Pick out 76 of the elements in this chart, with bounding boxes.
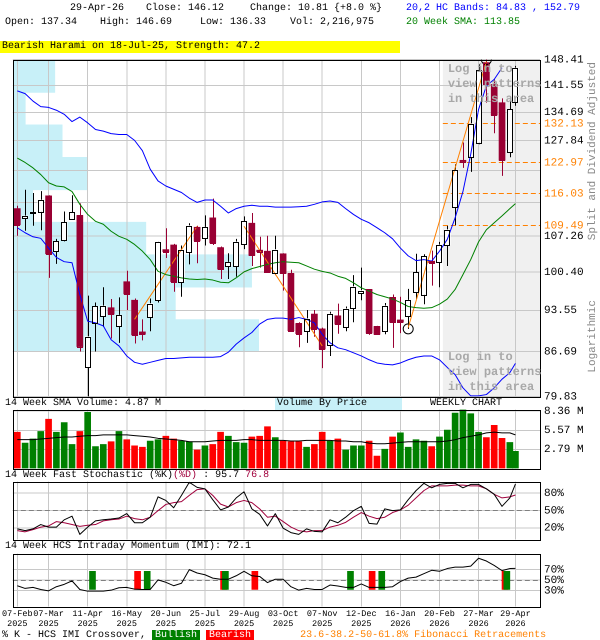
y-tick-label: 70% [544,564,564,576]
y-tick-label: 5.57 M [544,425,584,438]
chart-title: 14 Week Fast Stochastic [5,470,144,481]
text: 20 Week SMA: 113.85 [406,17,520,29]
text: Logarithmic [587,300,599,373]
candlestick [303,309,310,344]
text: % K - HCS IMI Crossover, [2,630,146,640]
y-tick-label: 93.55 [544,305,578,318]
x-tick-label: 20-Feb 2026 [424,608,455,630]
bar [202,446,208,468]
text: 29-Apr-26 [70,3,124,15]
y-tick-label: 141.55 [544,80,584,92]
bar [194,450,200,468]
bar [272,437,279,468]
y-tick-label: 50% [544,505,564,518]
x-tick-label: 12-Dec 2025 [346,608,377,630]
text: High: 146.69 [100,17,172,29]
y-tick-label: 79.83 [544,391,578,404]
text: Close: 146.12 [146,3,224,15]
y-tick-label: 107.26 [544,230,584,243]
x-tick-label: 03-Oct 2025 [268,608,298,630]
bar [428,446,435,468]
x-tick-label: 16-Jan 2026 [385,608,416,630]
x-tick-label: 29-Aug 2025 [228,608,260,630]
text: 20,2 HC Bands: 84.83 , 152.79 [406,3,580,15]
y-tick-label: 127.84 [544,136,584,148]
x-tick-label: 29-Apr 2026 [500,608,531,630]
text: Bearish [206,630,254,640]
text: Open: 137.34 [5,17,78,29]
text: 76.8 [244,470,270,481]
y-tick-label: 134.69 [544,107,584,120]
text: Volume By Price [275,398,402,410]
y-tick-label: 2.79 M [544,444,584,456]
y-tick-label: 86.69 [544,346,578,359]
ref-line-label: 116.03 [544,188,584,200]
text: Vol: 2,216,975 [290,17,374,29]
text: WEEKLY CHART [430,398,502,410]
bar [381,448,388,468]
text: 23.6-38.2-50-61.8% Fibonacci Retracements [300,630,546,640]
x-tick-label: 11-Apr 2025 [72,608,103,630]
bar [389,436,396,468]
x-tick-label: 07-Feb 2025 [2,608,33,630]
x-tick-label: 25-Jul 2025 [190,608,220,630]
y-tick-label: 30% [544,586,564,598]
series-label: (%D) [173,470,198,481]
chart-title: 14 Week HCS Intraday Momentum (IMI): 72.1 [5,541,252,552]
bar [14,432,21,468]
bar [108,441,114,468]
ref-line-label: 132.13 [544,118,584,130]
bar [116,431,122,468]
x-tick-label: 16-May 2025 [111,608,142,630]
ref-line-label: 109.49 [544,220,584,232]
x-tick-label: 07-Mar 2025 [33,608,64,630]
ref-line-label: 122.97 [544,157,584,170]
bar [45,418,52,468]
y-axis-title: Split and Dividend Adjusted [587,62,599,240]
bar [76,431,84,468]
y-tick-label: 100.40 [544,266,584,279]
x-tick-label: 27-Mar 2026 [463,608,494,630]
text: Bullish [152,630,200,640]
text: Bearish Harami on 18-Jul-25, Strength: 47.2 [0,41,400,53]
chart-title: 14 Week SMA Volume: 4.87 M [5,398,162,410]
x-tick-label: 07-Nov 2025 [306,608,338,630]
text: Change: 10.81 {+8.0 %} [250,3,382,15]
y-tick-label: 148.41 [544,54,584,67]
x-tick-label: 20-Jun 2025 [150,608,182,630]
y-tick-label: 80% [544,488,564,500]
bar [334,438,342,468]
text: Low: 136.33 [200,17,266,29]
bar [326,440,334,468]
text: : 95.7 [202,470,240,481]
y-tick-label: 20% [544,522,564,535]
y-tick-label: 50% [544,575,564,588]
series-label: (%K) [149,470,174,481]
bar [303,446,310,468]
y-tick-label: 8.36 M [544,406,584,418]
